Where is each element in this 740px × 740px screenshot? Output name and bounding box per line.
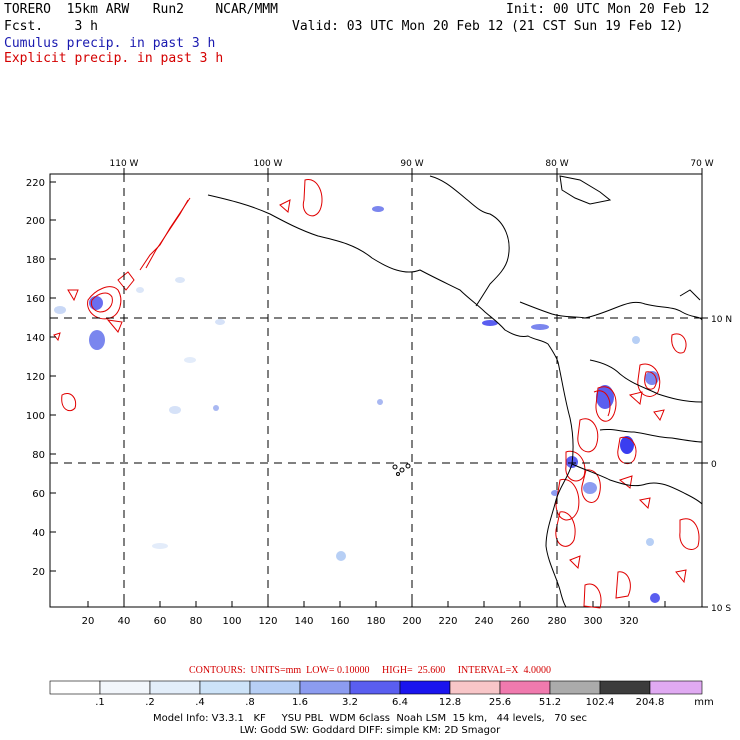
colorbar-label: 25.6: [489, 697, 511, 708]
model-info-line2: LW: Godd SW: Goddard DIFF: simple KM: 2D…: [239, 725, 501, 736]
lat-label: 10 N: [711, 315, 732, 325]
contours-caption: CONTOURS: UNITS=mm LOW= 0.10000 HIGH= 25…: [189, 665, 551, 676]
y-tick: 20: [32, 567, 45, 578]
colorbar-label: .8: [245, 697, 255, 708]
y-tick: 40: [32, 528, 45, 539]
lat-labels: 10 N 0 10 S: [711, 315, 732, 614]
colorbar-swatch: [549, 680, 601, 695]
colorbar-label: 102.4: [586, 697, 615, 708]
lon-label: 100 W: [254, 159, 283, 169]
lat-label: 10 S: [711, 604, 731, 614]
y-tick: 180: [26, 255, 45, 266]
x-tick-labels: 20 40 60 80 100 120 140 160 180 200 220 …: [82, 616, 639, 627]
x-tick: 320: [619, 616, 638, 627]
colorbar-swatch: [199, 680, 251, 695]
x-tick: 200: [402, 616, 421, 627]
cumulus-precip-layer: [54, 206, 660, 603]
legend-cumulus: Cumulus precip. in past 3 h: [4, 36, 216, 51]
x-tick: 180: [366, 616, 385, 627]
forecast-hour: Fcst. 3 h: [4, 19, 98, 34]
colorbar-swatch: [149, 680, 201, 695]
y-tick: 160: [26, 294, 45, 305]
y-tick: 200: [26, 216, 45, 227]
colorbar-swatch: [499, 680, 551, 695]
y-tick: 80: [32, 450, 45, 461]
colorbar-label: .4: [195, 697, 205, 708]
x-tick: 300: [583, 616, 602, 627]
latlon-grid: [50, 174, 702, 607]
colorbar-swatch: [99, 680, 151, 695]
x-tick: 260: [510, 616, 529, 627]
valid-time: Valid: 03 UTC Mon 20 Feb 12 (21 CST Sun …: [292, 19, 684, 34]
colorbar-label: .1: [95, 697, 105, 708]
lon-label: 90 W: [400, 159, 423, 169]
colorbar-swatch: [599, 680, 651, 695]
colorbar: [49, 680, 703, 695]
model-info-line1: Model Info: V3.3.1 KF YSU PBL WDM 6class…: [152, 713, 588, 724]
y-tick: 60: [32, 489, 45, 500]
x-tick: 160: [330, 616, 349, 627]
colorbar-label: 3.2: [342, 697, 358, 708]
x-tick: 100: [222, 616, 241, 627]
y-tick: 220: [26, 178, 45, 189]
lon-label: 110 W: [110, 159, 139, 169]
x-tick: 240: [474, 616, 493, 627]
lon-label: 80 W: [545, 159, 568, 169]
colorbar-unit: mm: [694, 697, 713, 708]
x-tick: 280: [547, 616, 566, 627]
init-time: Init: 00 UTC Mon 20 Feb 12: [506, 2, 710, 17]
x-tick: 80: [190, 616, 203, 627]
colorbar-swatch: [449, 680, 501, 695]
x-tick: 140: [294, 616, 313, 627]
colorbar-swatch: [649, 680, 703, 695]
lon-labels: 110 W 100 W 90 W 80 W 70 W: [110, 159, 714, 169]
colorbar-labels: .1 .2 .4 .8 1.6 3.2 6.4 12.8 25.6 51.2 1…: [95, 697, 714, 708]
colorbar-label: .2: [145, 697, 155, 708]
coastline-layer: [207, 175, 703, 608]
colorbar-swatch: [249, 680, 301, 695]
x-tick: 220: [438, 616, 457, 627]
y-tick: 140: [26, 333, 45, 344]
legend-explicit: Explicit precip. in past 3 h: [4, 51, 224, 66]
colorbar-swatch: [49, 680, 101, 695]
y-tick: 120: [26, 372, 45, 383]
colorbar-label: 12.8: [439, 697, 461, 708]
explicit-precip-layer: [53, 179, 700, 609]
x-tick: 120: [258, 616, 277, 627]
colorbar-swatch: [299, 680, 351, 695]
colorbar-label: 6.4: [392, 697, 408, 708]
lon-label: 70 W: [690, 159, 713, 169]
colorbar-label: 1.6: [292, 697, 308, 708]
plot-title: TORERO 15km ARW Run2 NCAR/MMM: [4, 2, 278, 17]
colorbar-label: 204.8: [636, 697, 665, 708]
x-tick: 40: [118, 616, 131, 627]
y-tick-labels: 220 200 180 160 140 120 100 80 60 40 20: [26, 178, 45, 578]
colorbar-swatch: [349, 680, 401, 695]
lat-label: 0: [711, 460, 717, 470]
colorbar-label: 51.2: [539, 697, 561, 708]
x-tick: 60: [154, 616, 167, 627]
x-tick: 20: [82, 616, 95, 627]
colorbar-swatch: [399, 680, 451, 695]
frame-ticks: [50, 168, 708, 608]
y-tick: 100: [26, 411, 45, 422]
